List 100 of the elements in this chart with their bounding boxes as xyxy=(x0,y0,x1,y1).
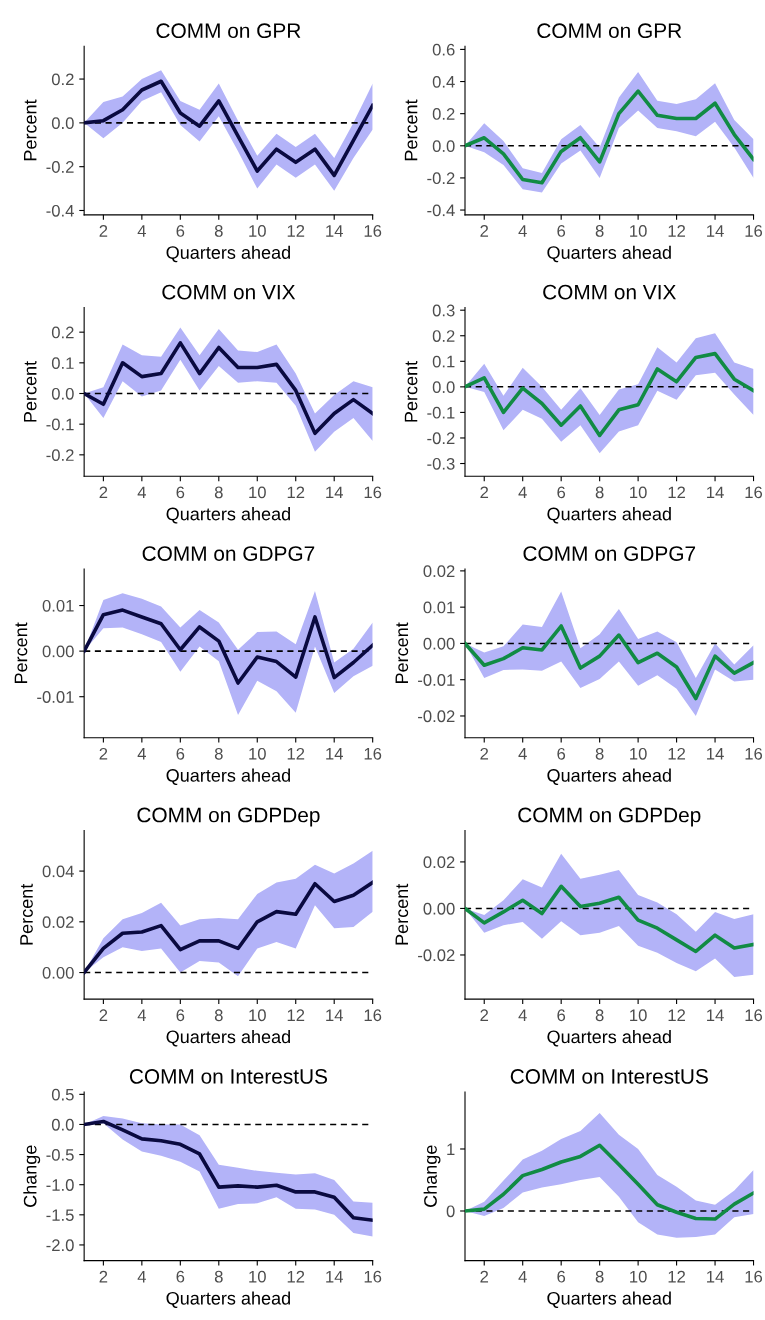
x-tick-label: 8 xyxy=(595,486,604,499)
x-tick-label: 14 xyxy=(707,1009,724,1021)
x-tick-label: 12 xyxy=(668,1270,686,1283)
y-tick-label: 0.04 xyxy=(42,865,74,878)
x-tick-label: 10 xyxy=(630,1270,647,1283)
y-tick-label: -0.01 xyxy=(418,674,455,686)
x-tick-label: 8 xyxy=(214,1270,223,1283)
x-axis-title: Quarters ahead xyxy=(547,1291,671,1308)
x-tick-label: 14 xyxy=(707,225,724,237)
x-tick-label: 12 xyxy=(668,225,686,237)
x-tick-label: 10 xyxy=(630,1009,647,1022)
y-tick-label: 0.1 xyxy=(432,355,455,368)
x-tick-label: 4 xyxy=(137,1009,146,1021)
x-tick-label: 14 xyxy=(707,1270,724,1283)
y-tick-label: 0.0 xyxy=(432,140,455,152)
x-tick-label: 8 xyxy=(595,747,604,760)
chart-title: COMM on GDPG7 xyxy=(142,546,315,561)
y-tick-label: -0.2 xyxy=(427,172,455,185)
y-axis-title: Change xyxy=(23,1145,41,1207)
y-tick-label: 0.00 xyxy=(423,637,455,650)
x-tick-label: 4 xyxy=(137,486,146,499)
y-tick-label: -0.4 xyxy=(427,204,455,217)
x-tick-label: 14 xyxy=(326,1009,343,1021)
x-tick-label: 10 xyxy=(249,1009,266,1022)
x-tick-label: 4 xyxy=(518,225,527,237)
x-axis-title: Quarters ahead xyxy=(547,245,671,263)
x-tick-label: 2 xyxy=(99,1270,108,1283)
y-axis-title: Percent xyxy=(20,883,33,945)
x-tick-label: 6 xyxy=(176,747,185,760)
chart-title: COMM on InterestUS xyxy=(510,1069,708,1084)
x-tick-label: 10 xyxy=(630,486,647,499)
x-tick-label: 6 xyxy=(557,1270,566,1283)
y-tick-label: 0.2 xyxy=(51,326,74,339)
y-tick-label: -0.4 xyxy=(46,204,74,217)
x-tick-label: 4 xyxy=(518,1009,527,1021)
y-axis-title: Percent xyxy=(23,360,37,422)
x-tick-label: 14 xyxy=(707,748,724,760)
x-tick-label: 12 xyxy=(287,225,305,237)
y-tick-label: -0.5 xyxy=(46,1148,74,1161)
x-tick-label: 16 xyxy=(364,1009,382,1022)
x-axis-title: Quarters ahead xyxy=(166,768,290,786)
x-tick-label: 14 xyxy=(707,486,724,499)
y-tick-label: 0.01 xyxy=(423,601,455,614)
y-axis-title: Percent xyxy=(404,99,418,161)
x-tick-label: 4 xyxy=(518,486,527,499)
chart-title: COMM on GDPDep xyxy=(137,807,320,827)
x-tick-label: 8 xyxy=(595,225,604,237)
x-tick-label: 2 xyxy=(99,486,108,499)
x-tick-label: 6 xyxy=(557,225,566,237)
y-tick-label: 0.0 xyxy=(51,1118,74,1131)
chart-title: COMM on GPR xyxy=(156,23,301,39)
y-axis-title: Change xyxy=(423,1145,441,1207)
y-tick-label: 0.3 xyxy=(432,304,455,317)
y-tick-label: 0 xyxy=(446,1205,455,1218)
y-tick-label: -2.0 xyxy=(46,1239,74,1252)
x-tick-label: 6 xyxy=(557,486,566,499)
x-tick-label: 12 xyxy=(287,486,305,499)
y-tick-label: 0.4 xyxy=(432,75,455,88)
y-tick-label: -1.0 xyxy=(46,1179,74,1191)
y-tick-label: 0.2 xyxy=(51,73,74,86)
y-axis-title: Percent xyxy=(23,99,37,161)
x-axis-title: Quarters ahead xyxy=(547,1029,671,1047)
x-tick-label: 4 xyxy=(137,748,146,760)
x-tick-label: 2 xyxy=(480,1270,489,1283)
y-tick-label: 0.2 xyxy=(432,108,455,120)
y-tick-label: 0.0 xyxy=(51,387,74,400)
x-tick-label: 10 xyxy=(249,225,266,237)
y-tick-label: 0.0 xyxy=(51,117,74,130)
y-axis-title: Percent xyxy=(14,622,28,684)
x-tick-label: 14 xyxy=(326,748,343,760)
x-tick-label: 16 xyxy=(364,747,382,760)
x-tick-label: 16 xyxy=(364,225,382,237)
x-axis-title: Quarters ahead xyxy=(166,245,290,263)
x-tick-label: 8 xyxy=(595,1270,604,1283)
x-tick-label: 12 xyxy=(287,1009,305,1021)
x-tick-label: 16 xyxy=(745,486,763,499)
x-tick-label: 12 xyxy=(668,747,686,760)
y-tick-label: 0.1 xyxy=(51,357,74,370)
x-tick-label: 2 xyxy=(480,486,489,499)
y-tick-label: -0.2 xyxy=(427,432,455,445)
x-tick-label: 10 xyxy=(630,747,647,760)
chart-title: COMM on VIX xyxy=(162,284,296,300)
y-tick-label: 0.02 xyxy=(423,856,455,869)
chart-title: COMM on GDPDep xyxy=(518,807,701,827)
y-tick-label: 0.00 xyxy=(42,645,74,658)
x-tick-label: 14 xyxy=(326,1270,343,1283)
x-axis-title: Quarters ahead xyxy=(166,1291,290,1308)
x-tick-label: 4 xyxy=(518,1270,527,1283)
x-tick-label: 12 xyxy=(668,1009,686,1021)
x-tick-label: 10 xyxy=(249,1270,266,1283)
x-tick-label: 2 xyxy=(480,747,489,760)
y-tick-label: -0.1 xyxy=(427,406,455,419)
x-axis-title: Quarters ahead xyxy=(166,1029,290,1047)
x-tick-label: 2 xyxy=(480,225,489,237)
x-tick-label: 16 xyxy=(364,1270,382,1283)
x-tick-label: 14 xyxy=(326,225,343,237)
x-tick-label: 6 xyxy=(176,1009,185,1022)
x-tick-label: 4 xyxy=(137,225,146,237)
y-tick-label: 0.6 xyxy=(432,43,455,56)
y-axis-title: Percent xyxy=(395,883,409,945)
